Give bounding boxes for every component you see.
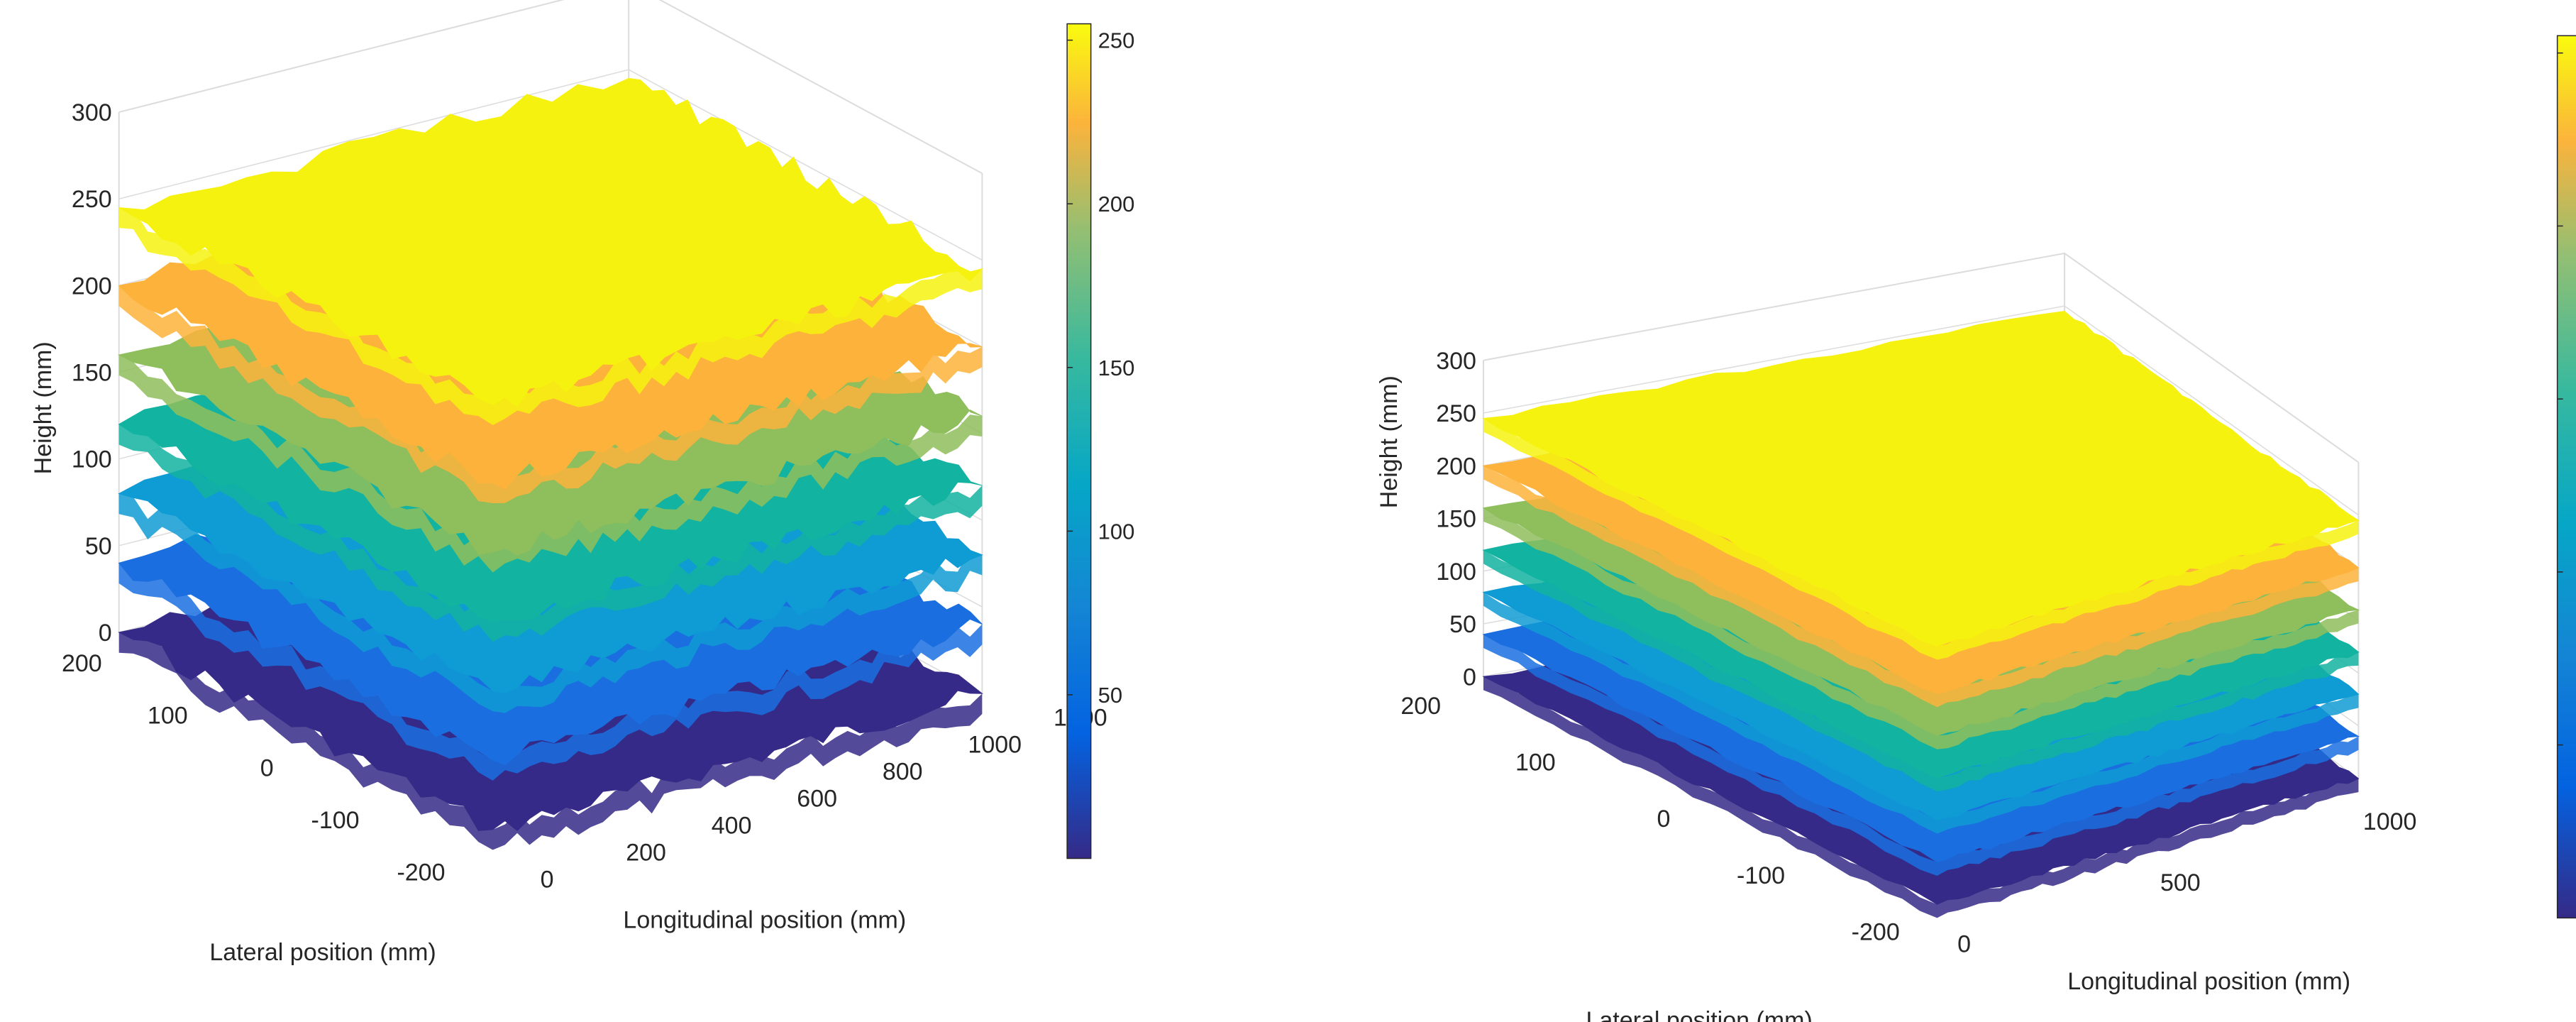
z-tick-label: 100 [72,446,112,473]
surface-layer-edge-0 [118,632,983,850]
lateral-tick-label: -100 [311,807,360,834]
grid-z-line [1483,305,2359,516]
z-tick-label: 50 [85,533,112,560]
longitudinal-tick-label: 1000 [968,732,1022,759]
z-tick-label: 200 [1436,453,1476,480]
lateral-tick-label: 0 [1657,806,1670,833]
grid-z-line [1483,253,2359,463]
grid-z-line [118,0,983,174]
lateral-tick-label: -200 [1852,919,1900,946]
colorbar [2556,35,2576,919]
colorbar-tick-label: 150 [1098,356,1135,380]
z-tick-label: 300 [1436,348,1476,375]
z-tick-label: 50 [1449,611,1476,638]
surface-layer-edge-5 [1483,466,2359,708]
z-tick-label: 300 [72,99,112,126]
longitudinal-tick-label: 500 [2160,869,2201,896]
lateral-tick-label: 100 [148,703,188,730]
surface-layer-edge-5 [118,285,983,503]
lateral-tick-label: 200 [1400,693,1441,720]
z-tick-label: 250 [72,186,112,213]
surface-layer-6 [118,77,984,407]
z-tick-label: 0 [1463,664,1476,691]
lateral-tick-label: 200 [62,650,102,677]
lateral-tick-label: 100 [1515,749,1556,776]
surface-layer-edge-6 [1483,418,2359,660]
lateral-axis-label: Lateral position (mm) [209,939,436,966]
colorbar-tick-label: 50 [1098,683,1122,708]
longitudinal-tick-label: 1000 [2363,808,2417,835]
surface-layer-edge-4 [1483,507,2359,749]
z-tick-label: 100 [1436,559,1476,586]
colorbar-tick-label: 250 [1098,28,1135,53]
longitudinal-tick-label: 800 [883,759,923,786]
z-tick-label: 0 [99,620,112,647]
surface-layers [118,77,984,850]
lateral-tick-label: -200 [397,859,445,886]
longitudinal-tick-label: 600 [797,785,837,812]
colorbar-tick-label: 200 [1098,192,1135,216]
z-tick-label: 200 [72,273,112,300]
longitudinal-axis-label: Longitudinal position (mm) [2067,968,2350,995]
surface-layer-6 [1482,311,2360,647]
z-tick-label: 150 [72,360,112,387]
longitudinal-axis-label: Longitudinal position (mm) [623,907,906,934]
surface-layers [1482,311,2360,918]
colorbar [1066,23,1092,859]
surface-layer-edge-2 [118,493,983,713]
longitudinal-tick-label: 200 [626,839,666,866]
longitudinal-tick-label: 400 [712,812,752,839]
z-axis-label: Height (mm) [1376,375,1403,508]
longitudinal-tick-label: 0 [1957,930,1971,957]
z-tick-label: 150 [1436,506,1476,533]
longitudinal-tick-label: 0 [541,866,554,893]
surface-layer-edge-1 [1483,634,2359,876]
lateral-axis-label: Lateral position (mm) [1586,1007,1812,1022]
colorbar-tick-label: 100 [1098,519,1135,544]
surface-layer-edge-2 [1483,592,2359,834]
lateral-tick-label: 0 [260,754,274,781]
z-axis-label: Height (mm) [30,341,57,474]
lateral-tick-label: -100 [1737,862,1785,889]
z-tick-label: 250 [1436,400,1476,427]
